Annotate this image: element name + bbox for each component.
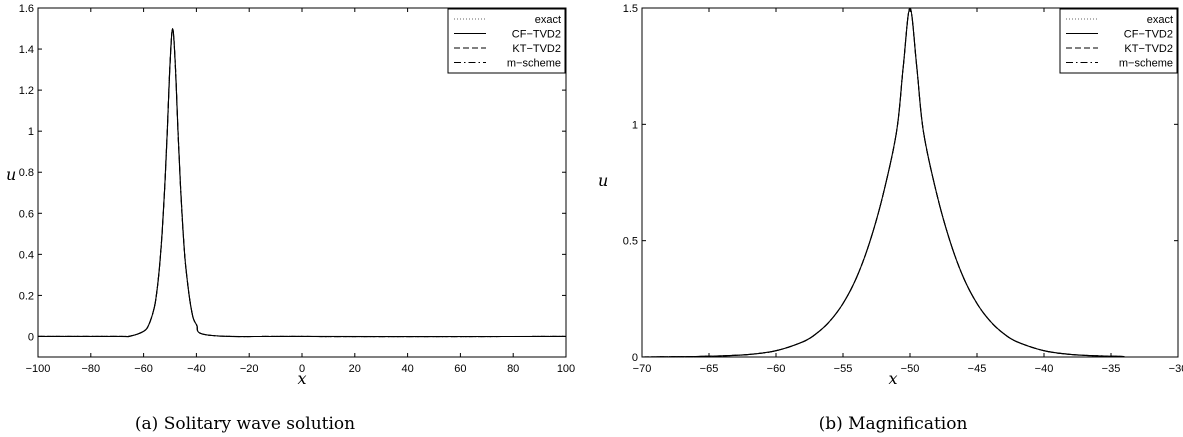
- panel-a-legend-label: CF−TVD2: [512, 29, 561, 41]
- panel-b-series-dashdot: [641, 7, 1125, 358]
- panel-b-xlabel: x: [888, 369, 897, 388]
- panel-b-xtick-label: −55: [834, 363, 853, 375]
- panel-b: −70−65−60−55−50−45−40−35−3000.511.5 x u …: [598, 3, 1183, 434]
- panel-b-ytick-label: 0.5: [623, 236, 638, 248]
- panel-a-xtick-label: 20: [349, 363, 361, 375]
- panel-b-ytick-label: 1: [632, 119, 638, 131]
- panel-b-legend-label: exact: [1147, 14, 1173, 26]
- panel-a-xtick-label: −20: [240, 363, 259, 375]
- panel-a-legend: exact CF−TVD2 KT−TVD2 m−scheme: [447, 8, 566, 74]
- panel-b-xtick-label: −50: [901, 363, 920, 375]
- panel-b-legend-box: [1059, 8, 1178, 74]
- panel-b-legend: exact CF−TVD2 KT−TVD2 m−scheme: [1059, 8, 1178, 74]
- panel-a-ylabel: u: [6, 165, 16, 184]
- panel-a-legend-label: m−scheme: [507, 58, 561, 70]
- panel-b-ytick-label: 0: [632, 352, 638, 364]
- panel-a-lines: [37, 27, 567, 338]
- panel-a-ticks: −100 −80 −60 −40 −20 0 20 40 60 80 100 0 0.2 0.4 0.6 0.…: [19, 3, 575, 375]
- panel-a-ytick-label: 1.4: [19, 44, 34, 56]
- panel-b-xtick-label: −60: [767, 363, 786, 375]
- panel-a-xtick-label: 0: [299, 363, 305, 375]
- panel-a-xtick-label: −80: [81, 363, 100, 375]
- panel-a-legend-box: [447, 8, 566, 74]
- panel-a-ytick-label: 0.2: [19, 290, 34, 302]
- panel-a-legend-label: exact: [535, 14, 561, 26]
- panel-a-ytick-label: 1: [28, 126, 34, 138]
- panel-a-ytick-label: 0.6: [19, 208, 34, 220]
- panel-b-lines: [641, 7, 1125, 358]
- panel-a-ytick-label: 1.6: [19, 3, 34, 15]
- panel-a-legend-label: KT−TVD2: [512, 43, 561, 55]
- panel-a-xtick-label: −60: [134, 363, 153, 375]
- panel-b-xtick-label: −35: [1102, 363, 1121, 375]
- panel-b-xtick-label: −70: [633, 363, 652, 375]
- panel-b-xtick-label: −45: [968, 363, 987, 375]
- panel-a-xtick-label: 100: [557, 363, 575, 375]
- panel-b-xtick-label: −40: [1035, 363, 1054, 375]
- panel-b-xtick-label: −30: [1169, 363, 1183, 375]
- panel-b-xtick-label: −65: [700, 363, 719, 375]
- panel-b-ticks: −70 −65 −60 −55 −50 −45 −40 −35 −30 0 0.5 1 1.5: [623, 3, 1183, 375]
- panel-b-legend-label: m−scheme: [1119, 58, 1173, 70]
- panel-a-ytick-label: 1.2: [19, 85, 34, 97]
- panel-a-xlabel: x: [297, 369, 306, 388]
- panel-a-xtick-label: 40: [401, 363, 413, 375]
- panel-a: −100 −80 −60 −40 −20 0 20 40 60 80 100 0 0.2 0.4 0.6 0.…: [6, 3, 575, 434]
- panel-a-xtick-label: 80: [507, 363, 519, 375]
- panel-b-caption: (b) Magnification: [819, 414, 968, 434]
- panel-b-ylabel: u: [598, 171, 608, 190]
- panel-a-series-dashdot: [37, 27, 567, 338]
- panel-a-xtick-label: −100: [26, 363, 51, 375]
- panel-a-xtick-label: 60: [454, 363, 466, 375]
- panel-a-ytick-label: 0.4: [19, 249, 34, 261]
- panel-b-ytick-label: 1.5: [623, 3, 638, 15]
- panel-a-xtick-label: −40: [187, 363, 206, 375]
- panel-a-ytick-label: 0: [28, 331, 34, 343]
- panel-a-ytick-label: 0.8: [19, 167, 34, 179]
- panel-b-legend-label: CF−TVD2: [1124, 29, 1173, 41]
- panel-a-caption: (a) Solitary wave solution: [135, 414, 355, 434]
- panel-b-legend-label: KT−TVD2: [1124, 43, 1173, 55]
